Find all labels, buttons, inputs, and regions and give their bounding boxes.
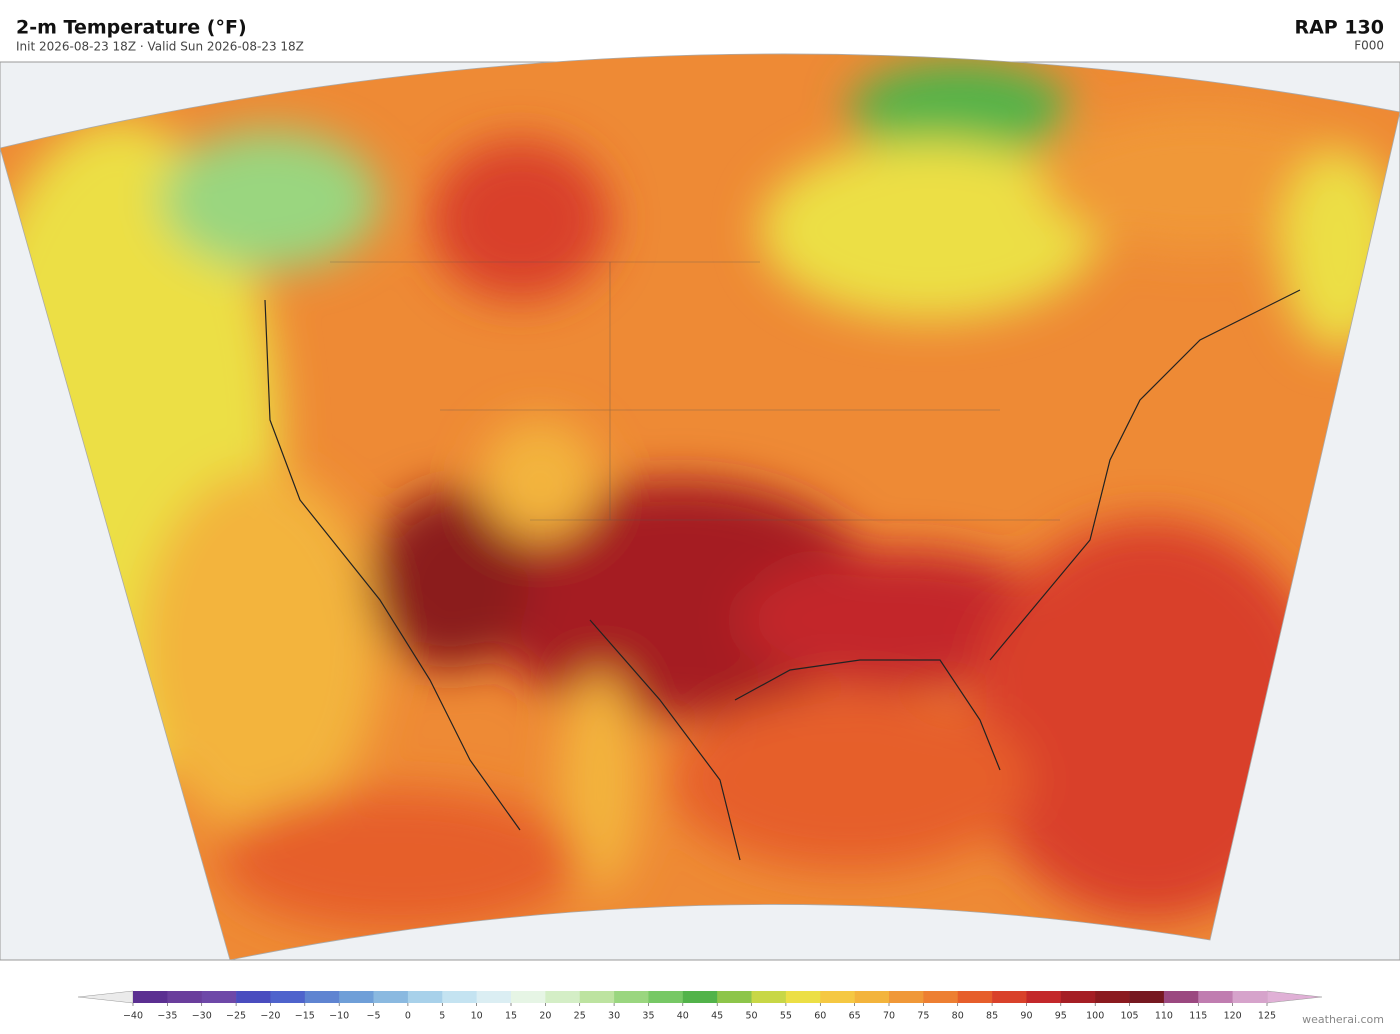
colorbar-over xyxy=(1266,990,1323,1004)
colorbar-tick-label: 115 xyxy=(1189,1011,1207,1022)
colorbar-tick-label: 95 xyxy=(1055,1011,1067,1022)
colorbar-tick-label: 10 xyxy=(471,1011,483,1022)
colorbar-swatch xyxy=(304,991,340,1003)
colorbar-swatch xyxy=(1060,991,1096,1003)
colorbar-tick-label: 5 xyxy=(439,1011,445,1022)
colorbar-tick-label: 25 xyxy=(574,1011,586,1022)
colorbar-tick-label: 65 xyxy=(849,1011,861,1022)
colorbar-swatch xyxy=(407,991,443,1003)
colorbar-swatch xyxy=(339,991,374,1003)
colorbar-swatch xyxy=(751,991,787,1003)
colorbar-swatch xyxy=(1163,991,1199,1003)
colorbar-tick-label: 15 xyxy=(505,1011,517,1022)
colorbar-tick-label: 30 xyxy=(608,1011,620,1022)
colorbar-tick-label: 100 xyxy=(1086,1011,1104,1022)
colorbar-swatch xyxy=(579,991,615,1003)
colorbar-tick-label: 125 xyxy=(1258,1011,1276,1022)
colorbar-swatch xyxy=(236,991,271,1003)
colorbar-tick-label: −5 xyxy=(367,1011,381,1022)
colorbar-swatch xyxy=(373,991,409,1003)
colorbar-tick-label: −15 xyxy=(295,1011,315,1022)
credit: weatherai.com xyxy=(1302,1013,1384,1026)
colorbar-swatch xyxy=(854,991,890,1003)
colorbar-tick-label: −20 xyxy=(260,1011,280,1022)
colorbar: −40 −35 −30 −25 −20 −15 −10 −5 0 5 10 15 20 25 30 35 40 4… xyxy=(77,990,1323,1022)
colorbar-tick-label: −30 xyxy=(192,1011,212,1022)
colorbar-swatch xyxy=(957,991,993,1003)
colorbar-swatch xyxy=(545,991,581,1003)
colorbar-swatch xyxy=(511,991,546,1003)
colorbar-tick-label: 50 xyxy=(745,1011,757,1022)
colorbar-tick-label: 85 xyxy=(986,1011,998,1022)
colorbar-swatch xyxy=(992,991,1027,1003)
colorbar-swatch xyxy=(133,991,168,1003)
colorbar-tick-label: −25 xyxy=(226,1011,246,1022)
temperature-field xyxy=(0,53,1400,961)
colorbar-swatch xyxy=(1095,991,1130,1003)
colorbar-tick-label: 35 xyxy=(642,1011,654,1022)
colorbar-tick-label: 70 xyxy=(883,1011,895,1022)
colorbar-swatch xyxy=(648,991,684,1003)
colorbar-swatch xyxy=(167,991,203,1003)
colorbar-tick-label: 55 xyxy=(780,1011,792,1022)
colorbar-tick-label: 20 xyxy=(539,1011,551,1022)
colorbar-swatch xyxy=(682,991,718,1003)
colorbar-swatch xyxy=(476,991,512,1003)
colorbar-tick-label: −10 xyxy=(329,1011,349,1022)
colorbar-tick-label: 60 xyxy=(814,1011,826,1022)
colorbar-swatch xyxy=(1198,991,1233,1003)
colorbar-swatch xyxy=(1129,991,1165,1003)
forecast-hour: F000 xyxy=(1354,39,1384,53)
colorbar-swatch xyxy=(201,991,237,1003)
colorbar-tick-label: 105 xyxy=(1120,1011,1138,1022)
colorbar-swatch xyxy=(1232,991,1268,1003)
colorbar-swatch xyxy=(785,991,821,1003)
colorbar-swatch xyxy=(270,991,306,1003)
colorbar-tick-label: −35 xyxy=(157,1011,177,1022)
colorbar-swatch xyxy=(1026,991,1062,1003)
colorbar-swatch xyxy=(717,991,752,1003)
colorbar-swatch xyxy=(889,991,924,1003)
subtitle: Init 2026-08-23 18Z · Valid Sun 2026-08-… xyxy=(16,40,304,54)
colorbar-swatch xyxy=(442,991,477,1003)
colorbar-tick-label: 120 xyxy=(1224,1011,1242,1022)
colorbar-tick-label: 110 xyxy=(1155,1011,1173,1022)
colorbar-swatch xyxy=(820,991,855,1003)
borders xyxy=(330,261,1060,521)
map xyxy=(0,53,1400,961)
colorbar-under xyxy=(77,990,134,1004)
colorbar-swatch xyxy=(614,991,649,1003)
colorbar-tick-label: −40 xyxy=(123,1011,143,1022)
colorbar-swatch xyxy=(923,991,959,1003)
colorbar-tick-label: 80 xyxy=(952,1011,964,1022)
colorbar-tick-label: 90 xyxy=(1020,1011,1032,1022)
colorbar-tick-label: 75 xyxy=(917,1011,929,1022)
colorbar-tick-label: 40 xyxy=(677,1011,689,1022)
colorbar-tick-label: 45 xyxy=(711,1011,723,1022)
model: RAP 130 xyxy=(1294,17,1384,39)
colorbar-tick-label: 0 xyxy=(405,1011,411,1022)
title: 2-m Temperature (°F) xyxy=(16,17,247,39)
coastline xyxy=(264,289,1301,861)
